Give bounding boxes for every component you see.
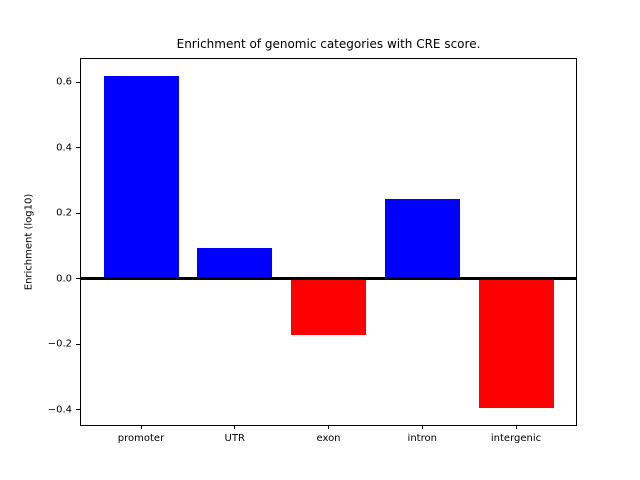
y-tick-0.6 bbox=[76, 81, 80, 83]
x-tick-label-intergenic: intergenic bbox=[490, 433, 542, 444]
y-tick-label-0.6: 0.6 bbox=[56, 76, 72, 88]
chart-title: Enrichment of genomic categories with CR… bbox=[176, 37, 481, 51]
bar-promoter bbox=[103, 75, 179, 279]
y-axis-label: Enrichment (log10) bbox=[23, 193, 35, 291]
y-tick-label-0.0: 0.0 bbox=[56, 273, 72, 285]
y-tick-label-−0.2: −0.2 bbox=[47, 338, 72, 350]
x-tick-intergenic bbox=[515, 425, 517, 429]
y-tick-label-0.2: 0.2 bbox=[56, 207, 72, 219]
x-tick-label-intron: intron bbox=[407, 433, 437, 444]
bar-exon bbox=[291, 278, 366, 335]
x-tick-label-UTR: UTR bbox=[224, 433, 245, 444]
x-tick-promoter bbox=[140, 425, 142, 429]
bar-intergenic bbox=[478, 278, 554, 409]
zero-line bbox=[81, 277, 576, 281]
y-tick-0.2 bbox=[76, 212, 80, 214]
y-tick-0.0 bbox=[76, 278, 80, 280]
bar-UTR bbox=[197, 247, 273, 279]
bar-intron bbox=[384, 198, 460, 279]
x-tick-UTR bbox=[234, 425, 236, 429]
x-tick-intron bbox=[421, 425, 423, 429]
x-tick-label-promoter: promoter bbox=[117, 433, 165, 444]
y-tick-label-0.4: 0.4 bbox=[56, 142, 72, 154]
plot-area: promoter UTR exon intron intergenic 0.6 0.4 0.2… bbox=[48, 58, 577, 444]
y-tick-0.4 bbox=[76, 147, 80, 149]
y-tick-−0.4 bbox=[76, 409, 80, 411]
x-tick-exon bbox=[328, 425, 329, 429]
x-tick-label-exon: exon bbox=[316, 433, 341, 444]
y-tick-−0.2 bbox=[76, 343, 80, 345]
y-tick-label-−0.4: −0.4 bbox=[47, 404, 72, 416]
